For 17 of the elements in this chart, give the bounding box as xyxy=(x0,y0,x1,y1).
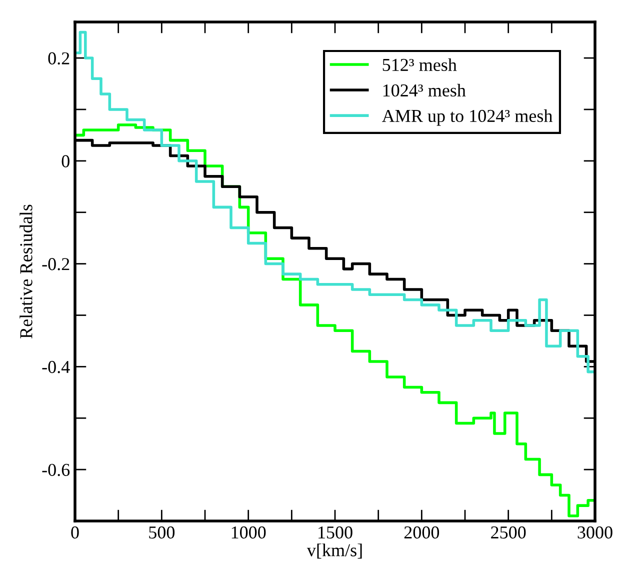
y-tick-label: -0.2 xyxy=(42,258,70,270)
x-tick-label: 1500 xyxy=(318,526,352,539)
legend-label: 1024³ mesh xyxy=(383,84,466,97)
x-tick-label: 2000 xyxy=(404,526,440,539)
legend-label: 512³ mesh xyxy=(382,58,457,72)
y-tick-label: 0 xyxy=(62,155,70,168)
x-tick-label: 0 xyxy=(71,526,79,539)
x-tick-label: 2500 xyxy=(491,526,526,539)
y-tick-label: -0.4 xyxy=(42,360,70,374)
y-tick-label: 0.2 xyxy=(48,52,70,65)
x-tick-label: 3000 xyxy=(578,526,612,539)
y-tick-label: -0.6 xyxy=(42,464,70,476)
x-tick-label: 500 xyxy=(149,526,175,539)
x-axis-title: v[km/s] xyxy=(306,544,362,559)
y-axis-title: Relative Resiudals xyxy=(20,204,32,338)
x-tick-label: 1000 xyxy=(232,526,266,539)
legend-label: AMR up to 1024³ mesh xyxy=(382,109,553,126)
